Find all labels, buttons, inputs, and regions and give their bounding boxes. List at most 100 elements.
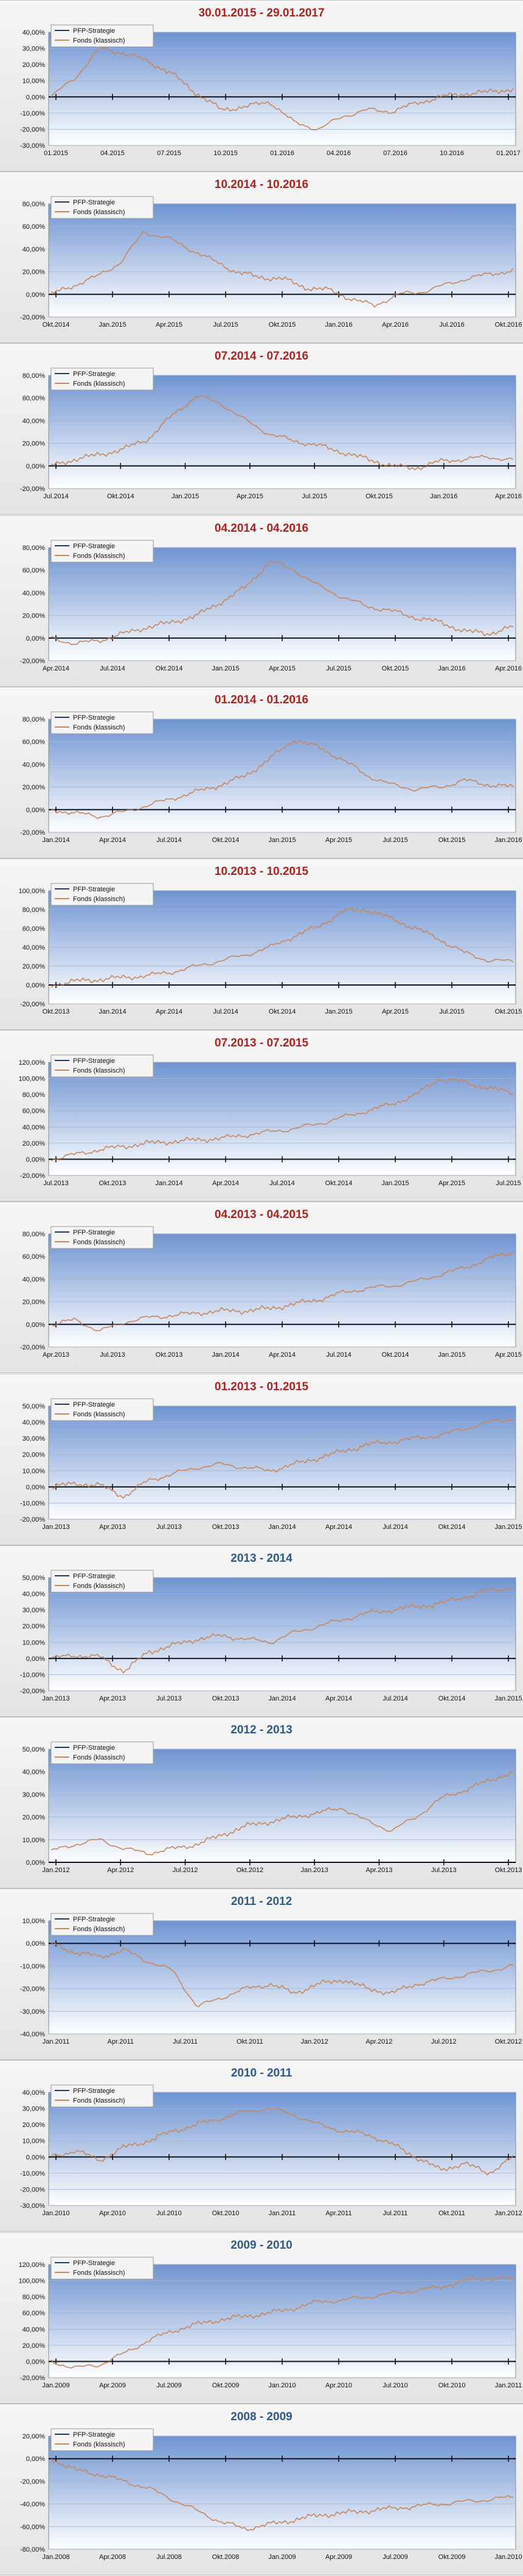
- legend-strategy-label: PFP-Strategie: [73, 2431, 115, 2438]
- x-tick-label: 01.2017: [496, 150, 521, 157]
- x-tick-label: Jan.2015: [494, 1523, 522, 1531]
- x-tick-label: Jan.2015: [99, 321, 126, 329]
- x-tick-label: Apr.2009: [99, 2382, 126, 2389]
- x-tick-label: Okt.2014: [382, 1351, 409, 1359]
- x-tick-label: Apr.2016: [382, 321, 409, 329]
- y-tick-label: 80,00%: [23, 372, 46, 380]
- legend: PFP-Strategie Fonds (klassisch): [50, 1226, 154, 1249]
- series-fund-line: [50, 231, 514, 308]
- y-tick-label: 60,00%: [23, 1108, 46, 1115]
- y-tick-label: 80,00%: [23, 1091, 46, 1099]
- legend-fund-label: Fonds (klassisch): [73, 209, 125, 216]
- y-tick-label: 0,00%: [26, 2456, 45, 2463]
- chart-title: 2013 - 2014: [230, 1552, 293, 1565]
- chart-title: 10.2013 - 10.2015: [215, 865, 309, 878]
- y-tick-label: 20,00%: [23, 784, 46, 792]
- x-tick-label: Jan.2010: [494, 2553, 522, 2561]
- y-tick-label: -10,00%: [20, 110, 45, 117]
- y-tick-label: 60,00%: [23, 925, 46, 933]
- y-tick-label: -40,00%: [20, 2031, 45, 2038]
- x-tick-label: 04.2015: [100, 150, 125, 157]
- y-tick-label: -10,00%: [20, 2170, 45, 2177]
- series-fund-line: [50, 2108, 514, 2176]
- x-tick-label: Jul.2010: [156, 2210, 182, 2217]
- y-tick-label: 40,00%: [23, 29, 46, 37]
- x-tick-label: Jul.2011: [383, 2210, 408, 2217]
- x-tick-label: Okt.2010: [212, 2210, 240, 2217]
- legend-fund-label: Fonds (klassisch): [73, 1067, 125, 1074]
- legend-box: [50, 2257, 154, 2280]
- y-tick-label: 120,00%: [19, 1059, 46, 1067]
- x-tick-label: Jan.2014: [99, 1008, 126, 1015]
- legend-fund-label: Fonds (klassisch): [73, 1754, 125, 1761]
- x-tick-label: Okt.2011: [438, 2210, 465, 2217]
- series-fund-line: [50, 1419, 514, 1499]
- x-tick-label: Okt.2014: [438, 1523, 466, 1531]
- y-tick-label: 0,00%: [26, 2358, 45, 2365]
- chart-svg: 2008 - 2009 20,00% 0,00% -20,00% -40,00% -60,…: [20, 2411, 522, 2561]
- legend-box: [50, 540, 154, 563]
- chart-title: 07.2014 - 07.2016: [215, 350, 308, 363]
- x-tick-label: Apr.2014: [43, 665, 69, 672]
- x-tick-label: Jan.2011: [495, 2382, 522, 2389]
- x-tick-label: Okt.2015: [269, 321, 296, 329]
- y-tick-label: 20,00%: [23, 440, 46, 448]
- legend-fund-label: Fonds (klassisch): [73, 2441, 125, 2448]
- chart-svg: 04.2014 - 04.2016 80,00% 60,00% 40,00% 20,00…: [20, 522, 522, 672]
- legend-fund-label: Fonds (klassisch): [73, 2269, 125, 2277]
- chart-title: 2011 - 2012: [231, 1895, 292, 1908]
- series-fund-line: [50, 2458, 514, 2532]
- x-tick-label: Jul.2014: [100, 665, 125, 672]
- chart-svg: 01.2013 - 01.2015 50,00% 40,00% 30,00% 20,00…: [20, 1380, 522, 1531]
- x-tick-label: Okt.2013: [99, 1180, 126, 1187]
- legend-fund-label: Fonds (klassisch): [73, 37, 125, 44]
- legend-box: [50, 1054, 154, 1077]
- chart-svg: 07.2013 - 07.2015 120,00% 100,00% 80,00% 60,…: [19, 1037, 521, 1187]
- legend-fund-label: Fonds (klassisch): [73, 724, 125, 731]
- chart-panel-7: 07.2013 - 07.2015 120,00% 100,00% 80,00% 60,…: [0, 1030, 523, 1202]
- y-tick-label: 0,00%: [26, 2154, 45, 2161]
- y-tick-label: -20,00%: [20, 1516, 45, 1523]
- x-tick-label: Jul.2013: [156, 1695, 182, 1702]
- legend-box: [50, 2428, 154, 2451]
- y-tick-label: 80,00%: [23, 907, 46, 914]
- x-tick-label: Jan.2012: [494, 2210, 522, 2217]
- legend-box: [50, 711, 154, 734]
- y-tick-label: 40,00%: [23, 417, 46, 425]
- x-tick-label: Jul.2015: [496, 1180, 521, 1187]
- y-tick-label: -20,00%: [20, 2186, 45, 2193]
- legend-strategy-label: PFP-Strategie: [73, 371, 115, 378]
- x-tick-label: Apr.2015: [382, 1008, 409, 1015]
- plot-area: [48, 719, 516, 833]
- chart-title: 07.2013 - 07.2015: [215, 1037, 309, 1050]
- y-tick-label: 20,00%: [23, 1140, 46, 1147]
- legend-fund-label: Fonds (klassisch): [73, 380, 125, 388]
- legend-box: [50, 1913, 154, 1936]
- x-tick-label: Jan.2016: [438, 665, 465, 672]
- x-tick-label: Jan.2016: [325, 321, 352, 329]
- legend: PFP-Strategie Fonds (klassisch): [50, 711, 154, 734]
- y-tick-label: 20,00%: [23, 613, 46, 620]
- legend: PFP-Strategie Fonds (klassisch): [50, 1054, 154, 1077]
- x-tick-label: Okt.2013: [156, 1351, 183, 1359]
- y-tick-label: 10,00%: [23, 2138, 46, 2145]
- x-tick-label: Apr.2012: [107, 1867, 134, 1874]
- y-tick-label: 50,00%: [23, 1403, 46, 1410]
- x-tick-label: Apr.2015: [438, 1180, 465, 1187]
- y-tick-label: -20,00%: [20, 1001, 45, 1008]
- chart-title: 10.2014 - 10.2016: [215, 178, 308, 191]
- x-tick-label: Okt.2014: [438, 1695, 466, 1702]
- chart-panel-15: 2008 - 2009 20,00% 0,00% -20,00% -40,00% -60,…: [0, 2404, 523, 2575]
- series-fund-line: [50, 1770, 514, 1856]
- x-tick-label: Jul.2015: [302, 493, 327, 500]
- x-tick-label: Jul.2015: [326, 665, 352, 672]
- legend-box: [50, 24, 154, 47]
- y-tick-label: 0,00%: [26, 463, 45, 470]
- x-tick-label: Jan.2015: [494, 1695, 522, 1702]
- y-tick-label: 40,00%: [23, 2089, 46, 2097]
- y-tick-label: 40,00%: [23, 1591, 46, 1598]
- x-tick-label: Apr.2010: [99, 2210, 126, 2217]
- legend: PFP-Strategie Fonds (klassisch): [50, 1570, 154, 1593]
- x-tick-label: Jul.2014: [326, 1351, 352, 1359]
- x-tick-label: Apr.2013: [99, 1695, 126, 1702]
